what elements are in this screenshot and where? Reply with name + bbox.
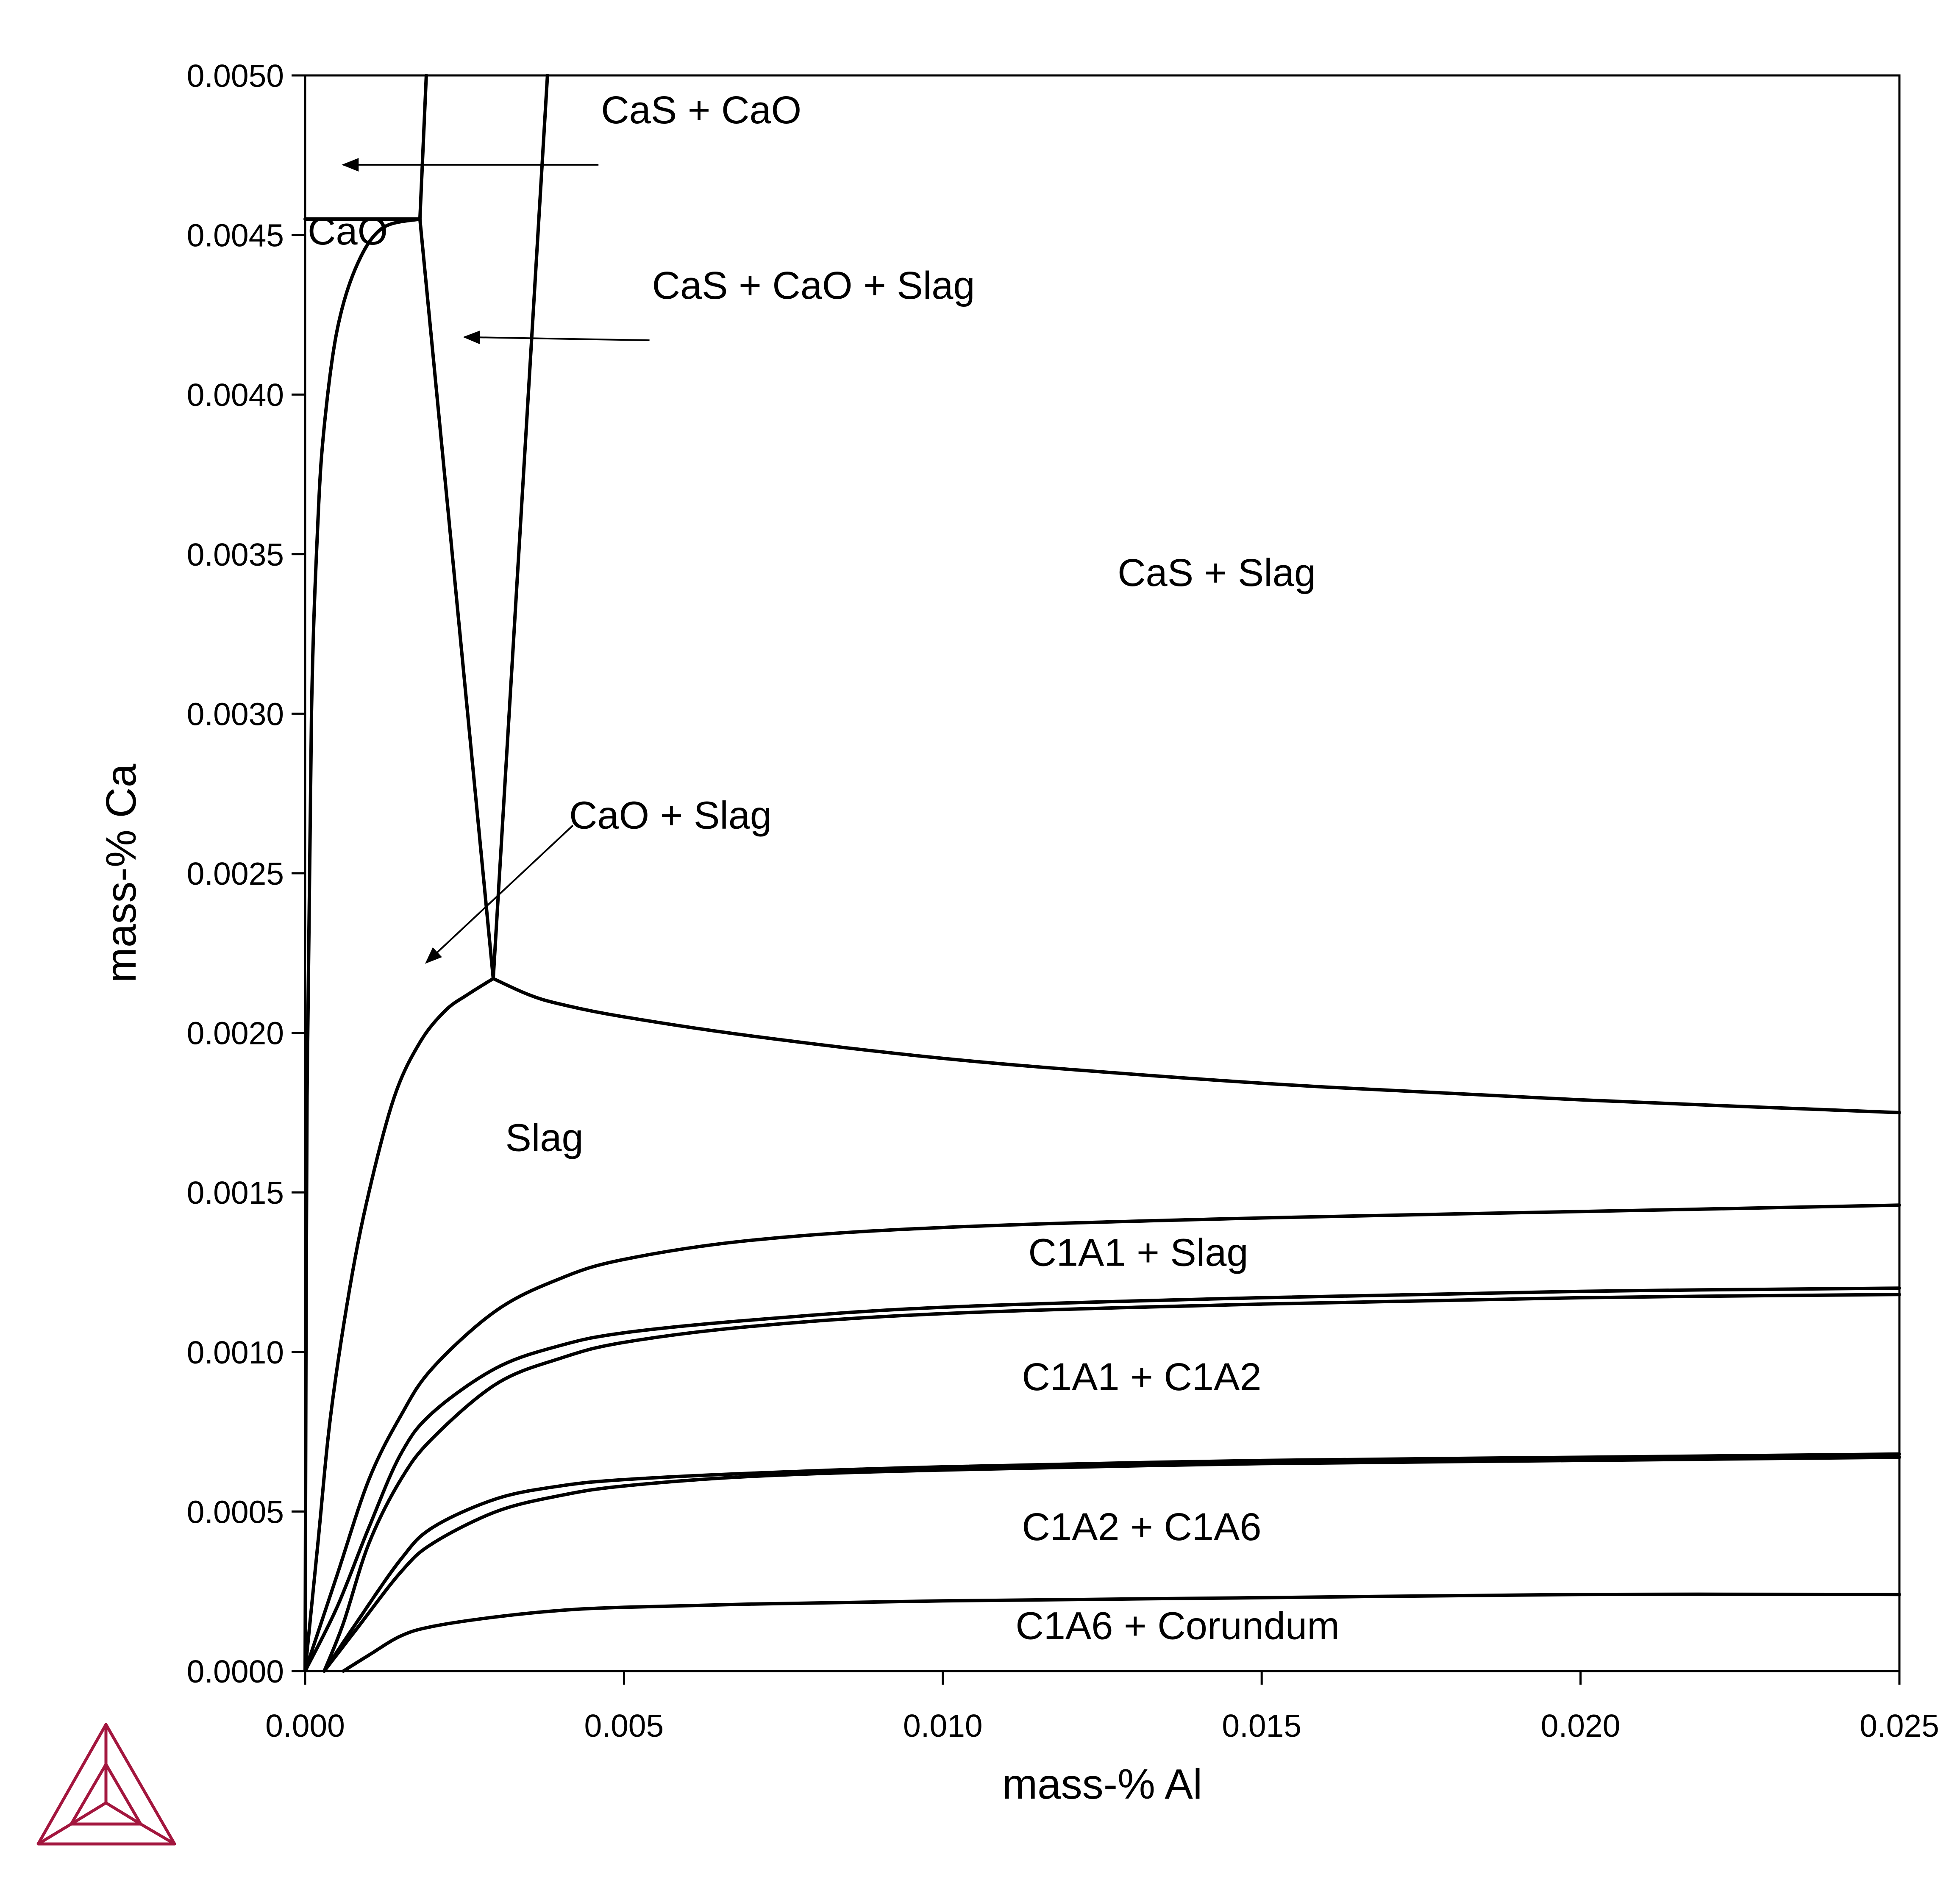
label-arrows: [342, 158, 650, 964]
y-tick-label: 0.0030: [187, 696, 284, 732]
phase-boundaries: [303, 74, 1901, 1673]
triangle-logo-icon: [36, 1723, 176, 1846]
phase-boundary-line: [303, 1203, 1901, 1673]
region-label: CaO + Slag: [569, 794, 772, 837]
region-label: CaS + Slag: [1118, 551, 1316, 594]
y-tick-label: 0.0035: [187, 537, 284, 572]
region-label: CaS + CaO: [601, 89, 801, 132]
region-labels: CaS + CaO CaO CaS + CaO + Slag CaS + Slag Ca…: [308, 89, 1340, 1648]
label-arrow: [463, 330, 650, 344]
y-axis-title: mass-% Ca: [97, 764, 145, 983]
region-label: C1A1 + Slag: [1028, 1231, 1248, 1274]
phase-boundary-line: [491, 74, 549, 980]
x-tick-label: 0.005: [584, 1708, 664, 1744]
y-tick-label: 0.0015: [187, 1175, 284, 1211]
phase-boundary-line: [303, 977, 495, 1673]
phase-boundary-line: [303, 1286, 1901, 1673]
x-tick-label: 0.010: [903, 1708, 983, 1744]
x-tick-label: 0.000: [265, 1708, 345, 1744]
region-label: CaS + CaO + Slag: [652, 264, 975, 307]
x-axis-title: mass-% Al: [1002, 1760, 1202, 1808]
x-tick-label: 0.020: [1541, 1708, 1621, 1744]
phase-boundary-line: [491, 977, 1901, 1114]
region-label: Slag: [505, 1116, 583, 1159]
x-tick-label: 0.015: [1222, 1708, 1301, 1744]
phase-boundary-line: [322, 1455, 1901, 1673]
y-tick-label: 0.0045: [187, 218, 284, 253]
label-arrow: [425, 825, 574, 964]
x-axis: 0.000 0.005 0.010 0.015 0.020 0.025: [265, 1671, 1939, 1744]
phase-boundary-line: [418, 74, 428, 221]
region-label: C1A2 + C1A6: [1022, 1505, 1261, 1549]
y-tick-label: 0.0010: [187, 1335, 284, 1370]
y-tick-label: 0.0005: [187, 1494, 284, 1530]
phase-boundary-line: [418, 217, 495, 980]
phase-boundary-line: [342, 1592, 1901, 1673]
plot-frame: [304, 74, 1901, 1672]
y-axis: 0.0000 0.0005 0.0010 0.0015 0.0020 0.0025 0.00…: [187, 58, 305, 1689]
y-tick-label: 0.0040: [187, 377, 284, 413]
y-tick-label: 0.0000: [187, 1654, 284, 1689]
region-label: C1A6 + Corundum: [1015, 1605, 1340, 1648]
x-tick-label: 0.025: [1860, 1708, 1939, 1744]
phase-boundary-line: [322, 1293, 1901, 1673]
phase-boundary-line: [303, 217, 422, 1673]
phase-boundary-line: [322, 1452, 1901, 1673]
y-tick-label: 0.0050: [187, 58, 284, 94]
y-tick-label: 0.0020: [187, 1016, 284, 1051]
region-label: C1A1 + C1A2: [1022, 1355, 1261, 1399]
region-label: CaO: [308, 210, 388, 253]
y-tick-label: 0.0025: [187, 856, 284, 891]
